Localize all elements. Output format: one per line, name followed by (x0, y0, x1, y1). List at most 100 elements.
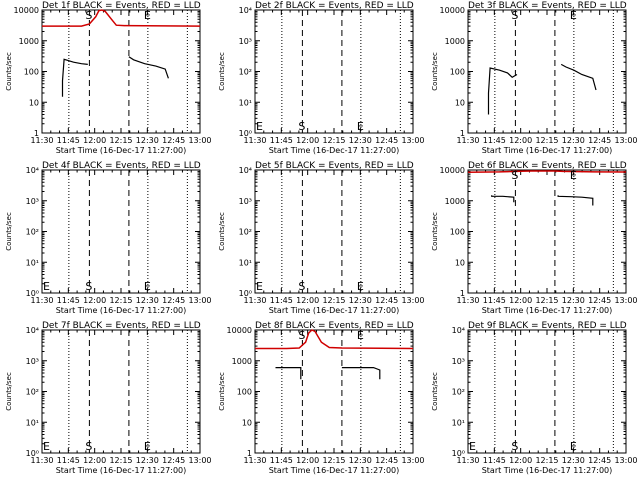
y-tick-label: 10⁰ (239, 129, 252, 138)
x-tick-label: 13:00 (401, 136, 424, 145)
x-tick-label: 12:30 (136, 296, 159, 305)
x-tick-label: 12:45 (162, 456, 185, 465)
x-tick-label: 11:30 (30, 296, 53, 305)
chart-title: Det 9f BLACK = Events, RED = LLD (468, 321, 627, 331)
chart-title: Det 3f BLACK = Events, RED = LLD (468, 1, 627, 11)
y-tick-label: 10⁴ (26, 166, 39, 175)
x-tick-label: 12:00 (296, 296, 319, 305)
y-axis-label: Counts/sec (5, 212, 13, 251)
event-marker-s: S (85, 440, 92, 453)
y-tick-label: 10 (242, 418, 252, 427)
x-tick-label: 12:30 (562, 136, 585, 145)
x-tick-label: 11:45 (270, 456, 293, 465)
chart-panel-det5: Det 5f BLACK = Events, RED = LLD 10⁰ 10¹ 10… (218, 161, 425, 315)
event-marker-e: E (570, 9, 577, 22)
event-marker-s: S (85, 280, 92, 293)
event-marker-e: E (43, 440, 50, 453)
x-tick-label: 11:45 (57, 456, 80, 465)
chart-title: Det 2f BLACK = Events, RED = LLD (255, 1, 414, 11)
x-axis-label: Start Time (16-Dec-17 11:27:00) (482, 146, 613, 155)
chart-panel-det8: Det 8f BLACK = Events, RED = LLD 1 10 100 10… (218, 321, 425, 475)
x-tick-label: 13:00 (614, 136, 637, 145)
y-tick-label: 10³ (239, 37, 252, 46)
y-tick-label: 100 (24, 68, 39, 77)
event-marker-s: S (85, 9, 92, 22)
x-tick-label: 12:00 (509, 456, 532, 465)
plot-frame (41, 329, 201, 454)
x-tick-label: 13:00 (614, 456, 637, 465)
y-tick-label: 1000 (445, 197, 465, 206)
event-marker-s: S (298, 329, 305, 342)
x-tick-label: 11:45 (483, 456, 506, 465)
chart-panel-det7: Det 7f BLACK = Events, RED = LLD 10⁰ 10¹ 10… (5, 321, 212, 475)
x-tick-label: 11:30 (30, 136, 53, 145)
x-tick-label: 13:00 (188, 456, 211, 465)
x-tick-label: 12:15 (322, 456, 345, 465)
event-marker-s: S (511, 440, 518, 453)
x-tick-label: 12:45 (375, 296, 398, 305)
event-marker-e: E (144, 9, 151, 22)
x-tick-label: 11:30 (243, 456, 266, 465)
x-tick-label: 11:45 (483, 136, 506, 145)
chart-panel-det3: Det 3f BLACK = Events, RED = LLD 1 10 100 10… (431, 1, 638, 155)
x-tick-label: 11:30 (456, 296, 479, 305)
plot-frame (467, 9, 627, 134)
chart-panel-det6: Det 6f BLACK = Events, RED = LLD 1 10 100 10… (431, 161, 638, 315)
y-tick-label: 10⁰ (452, 449, 465, 458)
y-tick-label: 1000 (19, 37, 39, 46)
y-tick-label: 10³ (452, 357, 465, 366)
y-tick-label: 10 (455, 98, 465, 107)
x-tick-label: 11:45 (57, 136, 80, 145)
event-marker-e: E (144, 280, 151, 293)
x-tick-label: 12:30 (136, 136, 159, 145)
x-tick-label: 11:30 (30, 456, 53, 465)
series-events-line (61, 58, 88, 97)
x-axis-label: Start Time (16-Dec-17 11:27:00) (269, 306, 400, 315)
x-tick-label: 12:45 (162, 296, 185, 305)
x-tick-label: 11:45 (57, 296, 80, 305)
y-axis-label: Counts/sec (431, 212, 439, 251)
x-axis-label: Start Time (16-Dec-17 11:27:00) (482, 306, 613, 315)
y-tick-label: 10000 (440, 166, 465, 175)
series-events-line (275, 367, 302, 380)
plot-frame (467, 329, 627, 454)
y-tick-label: 10² (452, 388, 465, 397)
y-axis-label: Counts/sec (218, 372, 226, 411)
x-axis-label: Start Time (16-Dec-17 11:27:00) (56, 466, 187, 475)
y-tick-label: 10² (26, 388, 39, 397)
x-tick-label: 13:00 (401, 456, 424, 465)
x-tick-label: 13:00 (614, 296, 637, 305)
x-tick-label: 12:45 (375, 456, 398, 465)
series-events-line (128, 56, 169, 79)
series-lld-line (42, 9, 201, 27)
y-tick-label: 10⁰ (26, 289, 39, 298)
series-events-line (487, 67, 518, 115)
y-tick-label: 10 (455, 258, 465, 267)
x-axis-label: Start Time (16-Dec-17 11:27:00) (269, 466, 400, 475)
plot-frame (254, 169, 414, 294)
x-tick-label: 13:00 (401, 296, 424, 305)
x-tick-label: 12:15 (535, 456, 558, 465)
chart-panel-det9: Det 9f BLACK = Events, RED = LLD 10⁰ 10¹ 10… (431, 321, 638, 475)
event-marker-s: S (298, 120, 305, 133)
y-tick-label: 10⁰ (26, 449, 39, 458)
y-tick-label: 1000 (445, 37, 465, 46)
y-tick-label: 10⁴ (239, 6, 252, 15)
y-tick-label: 1000 (232, 357, 252, 366)
x-tick-label: 12:15 (109, 296, 132, 305)
x-axis-label: Start Time (16-Dec-17 11:27:00) (269, 146, 400, 155)
x-tick-label: 12:00 (83, 456, 106, 465)
y-tick-label: 10⁰ (239, 289, 252, 298)
y-tick-label: 1 (34, 129, 39, 138)
x-tick-label: 11:45 (270, 296, 293, 305)
y-tick-label: 10³ (26, 197, 39, 206)
plot-frame (41, 9, 201, 134)
event-marker-e: E (357, 280, 364, 293)
x-tick-label: 12:45 (588, 136, 611, 145)
x-tick-label: 12:30 (349, 296, 372, 305)
x-tick-label: 13:00 (188, 296, 211, 305)
x-tick-label: 12:00 (509, 136, 532, 145)
x-axis-label: Start Time (16-Dec-17 11:27:00) (482, 466, 613, 475)
y-tick-label: 10⁴ (239, 166, 252, 175)
x-tick-label: 11:30 (456, 136, 479, 145)
